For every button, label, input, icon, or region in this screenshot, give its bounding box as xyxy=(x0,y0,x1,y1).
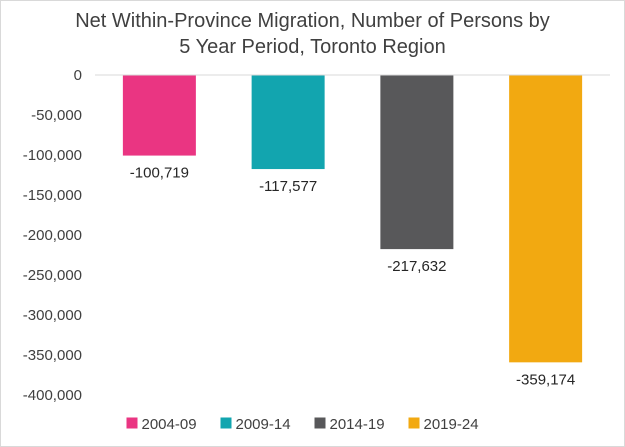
legend-swatch-2019-24 xyxy=(409,418,420,429)
data-labels-group: -100,719 -117,577 -217,632 -359,174 xyxy=(130,165,575,389)
data-label-2004-09: -100,719 xyxy=(130,165,189,182)
legend-label-2009-14: 2009-14 xyxy=(236,416,291,433)
data-label-2014-19: -217,632 xyxy=(387,258,446,275)
legend-swatch-2009-14 xyxy=(221,418,232,429)
data-label-2019-24: -359,174 xyxy=(516,371,575,388)
y-tick-label: -350,000 xyxy=(23,347,82,364)
y-tick-label: -200,000 xyxy=(23,227,82,244)
bar-2004-09 xyxy=(123,75,196,156)
data-label-2009-14: -117,577 xyxy=(259,178,317,195)
legend-swatch-2004-09 xyxy=(127,418,138,429)
legend-swatch-2014-19 xyxy=(315,418,326,429)
y-tick-label: -250,000 xyxy=(23,267,82,284)
bar-2009-14 xyxy=(252,75,325,169)
y-tick-label: -150,000 xyxy=(23,187,82,204)
y-axis: 0 -50,000 -100,000 -150,000 -200,000 -250,000… xyxy=(23,67,82,404)
legend-label-2019-24: 2019-24 xyxy=(424,416,479,433)
legend-label-2004-09: 2004-09 xyxy=(142,416,197,433)
y-tick-label: -100,000 xyxy=(23,147,82,164)
bars-group xyxy=(123,75,582,362)
bar-2019-24 xyxy=(509,75,582,362)
y-tick-label: 0 xyxy=(74,67,82,84)
legend: 2004-09 2009-14 2014-19 2019-24 xyxy=(127,416,479,433)
y-tick-label: -50,000 xyxy=(31,107,82,124)
chart-plot: 0 -50,000 -100,000 -150,000 -200,000 -250,000… xyxy=(0,0,625,447)
bar-2014-19 xyxy=(380,75,453,249)
y-tick-label: -400,000 xyxy=(23,387,82,404)
y-tick-label: -300,000 xyxy=(23,307,82,324)
legend-label-2014-19: 2014-19 xyxy=(330,416,385,433)
